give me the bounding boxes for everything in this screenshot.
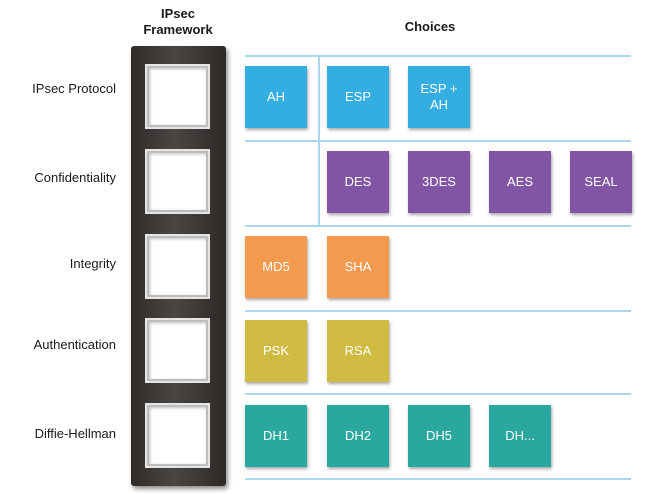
choice-esp-ah-label: ESP + AH bbox=[420, 81, 458, 112]
choices-header: Choices bbox=[404, 19, 456, 34]
choice-dh-more[interactable]: DH... bbox=[489, 405, 551, 467]
divider-line bbox=[245, 225, 631, 227]
row-label-confidentiality: Confidentiality bbox=[34, 170, 116, 185]
divider-line bbox=[245, 140, 631, 142]
framework-header-line1: IPsec bbox=[161, 6, 195, 21]
choice-dh1[interactable]: DH1 bbox=[245, 405, 307, 467]
row-label-ipsec-protocol: IPsec Protocol bbox=[32, 81, 116, 96]
vertical-divider bbox=[318, 55, 320, 227]
choice-3des[interactable]: 3DES bbox=[408, 151, 470, 213]
divider-line bbox=[245, 393, 631, 395]
framework-slot-diffie-hellman bbox=[147, 405, 208, 466]
framework-slot-ipsec-protocol bbox=[147, 66, 208, 127]
framework-slot-authentication bbox=[147, 320, 208, 381]
choice-dh5[interactable]: DH5 bbox=[408, 405, 470, 467]
choice-des[interactable]: DES bbox=[327, 151, 389, 213]
choice-rsa[interactable]: RSA bbox=[327, 320, 389, 382]
row-label-authentication: Authentication bbox=[33, 337, 116, 352]
choice-esp-ah[interactable]: ESP + AH bbox=[408, 66, 470, 128]
row-label-diffie-hellman: Diffie-Hellman bbox=[34, 426, 116, 441]
choice-aes[interactable]: AES bbox=[489, 151, 551, 213]
framework-header-line2: Framework bbox=[143, 22, 213, 37]
choice-dh2[interactable]: DH2 bbox=[327, 405, 389, 467]
framework-slot-integrity bbox=[147, 236, 208, 297]
divider-line bbox=[245, 478, 631, 480]
choice-esp[interactable]: ESP bbox=[327, 66, 389, 128]
choice-psk[interactable]: PSK bbox=[245, 320, 307, 382]
choice-seal[interactable]: SEAL bbox=[570, 151, 632, 213]
divider-line bbox=[245, 310, 631, 312]
framework-header: IPsec Framework bbox=[132, 6, 224, 38]
choice-sha[interactable]: SHA bbox=[327, 236, 389, 298]
choice-ah[interactable]: AH bbox=[245, 66, 307, 128]
row-label-integrity: Integrity bbox=[69, 256, 116, 271]
choice-md5[interactable]: MD5 bbox=[245, 236, 307, 298]
framework-slot-confidentiality bbox=[147, 151, 208, 212]
divider-line bbox=[245, 55, 631, 57]
